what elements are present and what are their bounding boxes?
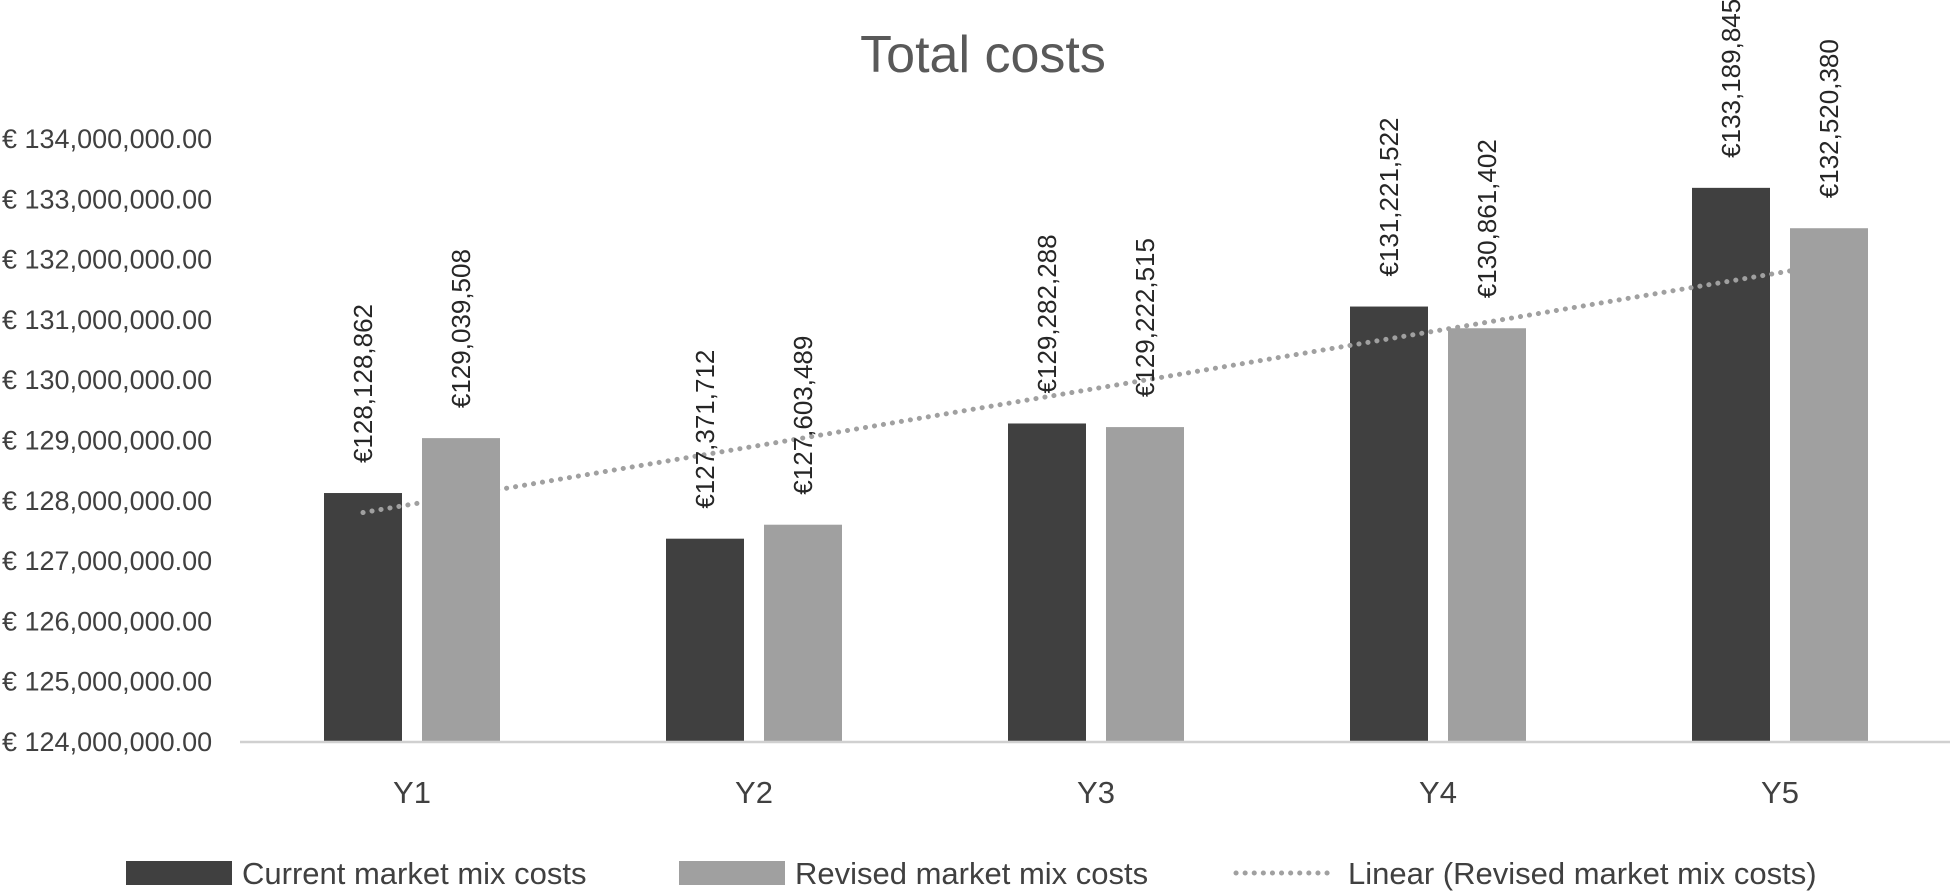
data-label: €129,222,515 (1130, 238, 1160, 397)
x-tick-label: Y3 (1077, 775, 1115, 810)
data-label: €129,282,288 (1032, 234, 1062, 393)
bar-revised-y2 (764, 524, 842, 742)
data-labels-group: €128,128,862 €127,371,712 €129,282,288 €131… (348, 0, 1844, 509)
data-label: €127,603,489 (788, 336, 818, 495)
y-tick-label: € 128,000,000.00 (2, 486, 212, 516)
legend-label: Linear (Revised market mix costs) (1348, 856, 1817, 891)
y-tick-label: € 126,000,000.00 (2, 606, 212, 636)
x-tick-label: Y2 (735, 775, 773, 810)
y-tick-label: € 130,000,000.00 (2, 365, 212, 395)
bar-revised-y3 (1106, 427, 1184, 742)
x-axis: Y1 Y2 Y3 Y4 Y5 (393, 775, 1799, 810)
bar-current-y3 (1008, 423, 1086, 742)
y-tick-label: € 131,000,000.00 (2, 305, 212, 335)
legend-swatch (679, 861, 785, 885)
data-label: €128,128,862 (348, 304, 378, 463)
data-label: €131,221,522 (1374, 117, 1404, 276)
y-tick-label: € 134,000,000.00 (2, 124, 212, 154)
bar-revised-y1 (422, 438, 500, 742)
trendline-group (360, 263, 1822, 516)
legend-swatch (126, 861, 232, 885)
chart-title: Total costs (860, 26, 1106, 84)
data-label: €127,371,712 (690, 350, 720, 509)
bar-revised-y5 (1790, 228, 1868, 743)
legend-item: Linear (Revised market mix costs) (1233, 856, 1817, 891)
x-tick-label: Y1 (393, 775, 431, 810)
y-tick-label: € 125,000,000.00 (2, 667, 212, 697)
data-label: €132,520,380 (1814, 39, 1844, 198)
legend-item: Revised market mix costs (679, 856, 1148, 891)
bar-current-y5 (1692, 187, 1770, 742)
y-tick-label: € 124,000,000.00 (2, 727, 212, 757)
bars-group (324, 187, 1868, 743)
trendline (360, 263, 1822, 516)
data-label: €130,861,402 (1472, 139, 1502, 298)
y-tick-label: € 133,000,000.00 (2, 184, 212, 214)
y-tick-label: € 129,000,000.00 (2, 426, 212, 456)
y-tick-label: € 132,000,000.00 (2, 245, 212, 275)
x-tick-label: Y5 (1761, 775, 1799, 810)
data-label: €133,189,845 (1716, 0, 1746, 158)
legend-label: Current market mix costs (242, 856, 587, 891)
bar-current-y1 (324, 493, 402, 742)
data-label: €129,039,508 (446, 249, 476, 408)
y-axis: € 124,000,000.00 € 125,000,000.00 € 126,00… (2, 124, 212, 757)
bar-revised-y4 (1448, 328, 1526, 742)
legend: Current market mix costs Revised market m… (126, 856, 1817, 891)
bar-current-y4 (1350, 306, 1428, 742)
legend-label: Revised market mix costs (795, 856, 1148, 891)
bar-current-y2 (666, 538, 744, 742)
y-tick-label: € 127,000,000.00 (2, 546, 212, 576)
legend-item: Current market mix costs (126, 856, 587, 891)
x-tick-label: Y4 (1419, 775, 1457, 810)
